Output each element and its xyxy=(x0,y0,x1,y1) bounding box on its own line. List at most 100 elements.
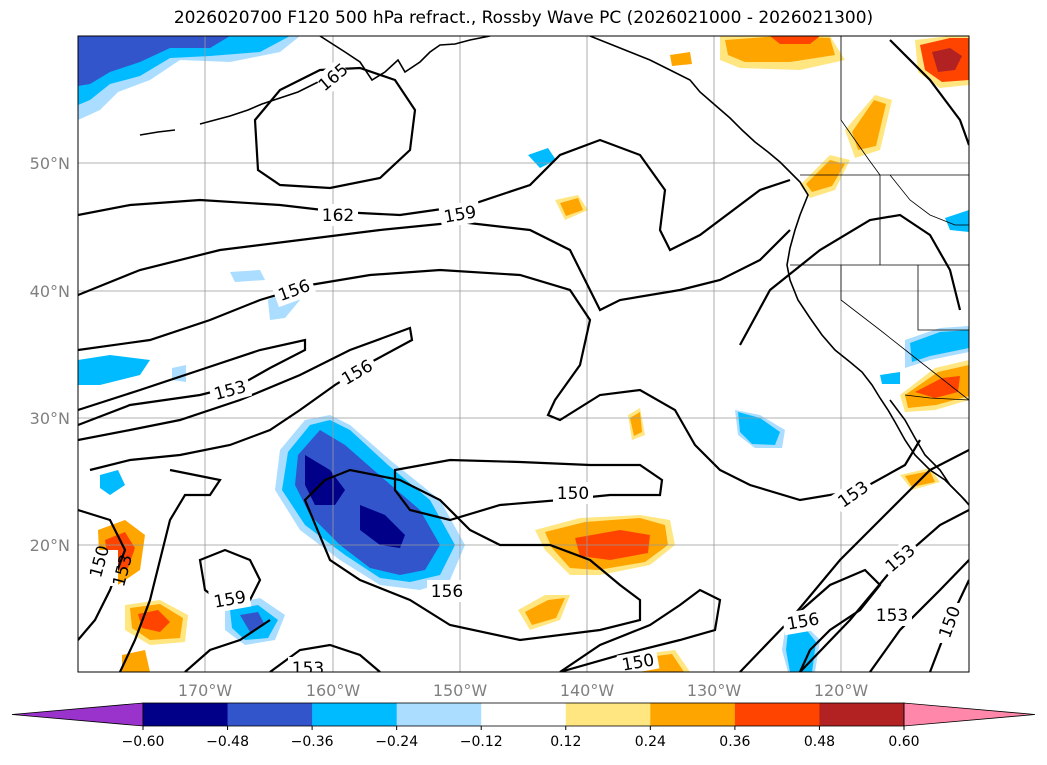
colorbar-extend-high xyxy=(903,702,1036,727)
colorbar-cell xyxy=(819,703,905,726)
colorbar-cell xyxy=(481,703,567,726)
colorbar-tick-label: −0.24 xyxy=(375,734,418,750)
map-area: 165 162 159 156 153 156 150 150 153 159 … xyxy=(78,36,969,679)
contour-label: 156 xyxy=(431,582,463,602)
contour-153 xyxy=(78,338,307,427)
lon-label-120w: 120°W xyxy=(814,681,869,700)
negative-anomaly-region xyxy=(230,270,265,282)
contour-label: 153 xyxy=(292,659,324,679)
contour-156-se xyxy=(789,568,882,672)
lon-label-140w: 140°W xyxy=(560,681,615,700)
lat-label-50n: 50°N xyxy=(30,154,70,173)
positive-anomaly-region xyxy=(932,48,962,72)
colorbar-tick-label: 0.48 xyxy=(804,734,835,750)
negative-anomaly-region xyxy=(880,372,900,384)
contour-label: 156 xyxy=(785,609,820,634)
contour-156-loop xyxy=(739,213,962,346)
negative-anomaly-region xyxy=(360,505,405,548)
mexico-border xyxy=(904,394,969,401)
lon-label-170w: 170°W xyxy=(178,681,233,700)
contour-150-south xyxy=(559,588,722,672)
state-border xyxy=(917,265,969,331)
gridlines xyxy=(78,36,969,672)
colorbar-cell xyxy=(396,703,482,726)
positive-anomaly-region xyxy=(770,36,820,44)
aleutian-islands xyxy=(139,129,176,136)
negative-anomaly-region xyxy=(78,355,150,385)
alaska-panhandle-coast xyxy=(589,36,969,506)
longitude-labels: 170°W 160°W 150°W 140°W 130°W 120°W xyxy=(178,681,869,700)
positive-anomaly-region xyxy=(122,650,150,672)
contour-153-west xyxy=(78,326,414,472)
negative-anomaly-region xyxy=(910,330,969,362)
state-border xyxy=(889,174,969,226)
positive-anomaly-region xyxy=(806,160,845,192)
contour-153-se xyxy=(739,449,969,672)
state-border xyxy=(917,359,969,401)
colorbar-tick-label: −0.60 xyxy=(122,734,165,750)
negative-anomaly-region xyxy=(738,412,780,445)
contour-label: 150 xyxy=(557,484,589,504)
colorbar-cell xyxy=(734,703,820,726)
colorbar-tick-label: −0.48 xyxy=(206,734,249,750)
map-frame xyxy=(77,35,970,673)
map-title: 2026020700 F120 500 hPa refract., Rossby… xyxy=(173,8,874,28)
contour-label: 153 xyxy=(212,377,249,405)
lon-label-130w: 130°W xyxy=(687,681,742,700)
latitude-labels: 50°N 40°N 30°N 20°N xyxy=(30,154,70,555)
lat-label-40n: 40°N xyxy=(30,282,70,301)
contour-153-south xyxy=(119,468,222,672)
colorbar-cell xyxy=(312,703,398,726)
contour-label: 153 xyxy=(876,606,908,626)
colorbar-cell xyxy=(143,703,229,726)
state-border xyxy=(840,265,919,361)
colorbar-cell xyxy=(650,703,736,726)
positive-anomaly-region xyxy=(915,376,960,398)
positive-anomaly-region xyxy=(138,610,170,632)
lat-label-30n: 30°N xyxy=(30,409,70,428)
colorbar-tick-label: 0.36 xyxy=(719,734,750,750)
contour-159-south xyxy=(198,548,262,607)
contour-bottom-left xyxy=(184,619,271,672)
colorbar-tick-label: 0.12 xyxy=(550,734,581,750)
positive-anomaly-region xyxy=(560,198,583,216)
colorbar-tick-label: −0.12 xyxy=(460,734,503,750)
lon-label-160w: 160°W xyxy=(306,681,361,700)
contour-156 xyxy=(78,268,921,502)
lat-label-20n: 20°N xyxy=(30,536,70,555)
anomaly-shading xyxy=(78,36,969,672)
contour-label: 150 xyxy=(620,650,655,675)
negative-anomaly-region xyxy=(78,36,230,86)
negative-anomaly-region xyxy=(528,148,556,168)
colorbar: −0.60 −0.48 −0.36 −0.24 −0.12 0.12 0.24 0.36 0.4… xyxy=(11,702,1036,750)
lon-label-150w: 150°W xyxy=(433,681,488,700)
contour-label: 156 xyxy=(276,276,313,306)
aleutian-islands xyxy=(199,79,323,125)
negative-anomaly-region xyxy=(100,470,125,495)
contour-labels: 165 162 159 156 153 156 150 150 153 159 … xyxy=(86,58,965,679)
positive-anomaly-region xyxy=(525,598,565,625)
negative-anomaly-region xyxy=(945,210,969,232)
canada-us-border xyxy=(840,36,881,176)
colorbar-extend-low xyxy=(11,702,144,727)
contour-153-far-se xyxy=(869,559,969,672)
colorbar-tick-label: −0.36 xyxy=(291,734,334,750)
contour-label: 165 xyxy=(315,60,353,96)
contour-159-east xyxy=(889,39,969,146)
contour-153-se2 xyxy=(799,509,969,672)
contour-165 xyxy=(253,66,417,190)
negative-anomaly-region xyxy=(786,628,816,672)
positive-anomaly-region xyxy=(670,52,692,66)
contour-lines xyxy=(78,39,969,672)
colorbar-cell xyxy=(565,703,651,726)
baja-california-coast xyxy=(889,399,969,506)
colorbar-tick-label: 0.60 xyxy=(888,734,919,750)
contour-162 xyxy=(78,138,791,252)
contour-159 xyxy=(78,220,791,312)
colorbar-frame xyxy=(142,702,905,727)
contour-label: 162 xyxy=(322,206,354,226)
positive-anomaly-region xyxy=(852,100,886,150)
contour-150 xyxy=(393,458,664,522)
contour-156-central xyxy=(303,468,642,642)
